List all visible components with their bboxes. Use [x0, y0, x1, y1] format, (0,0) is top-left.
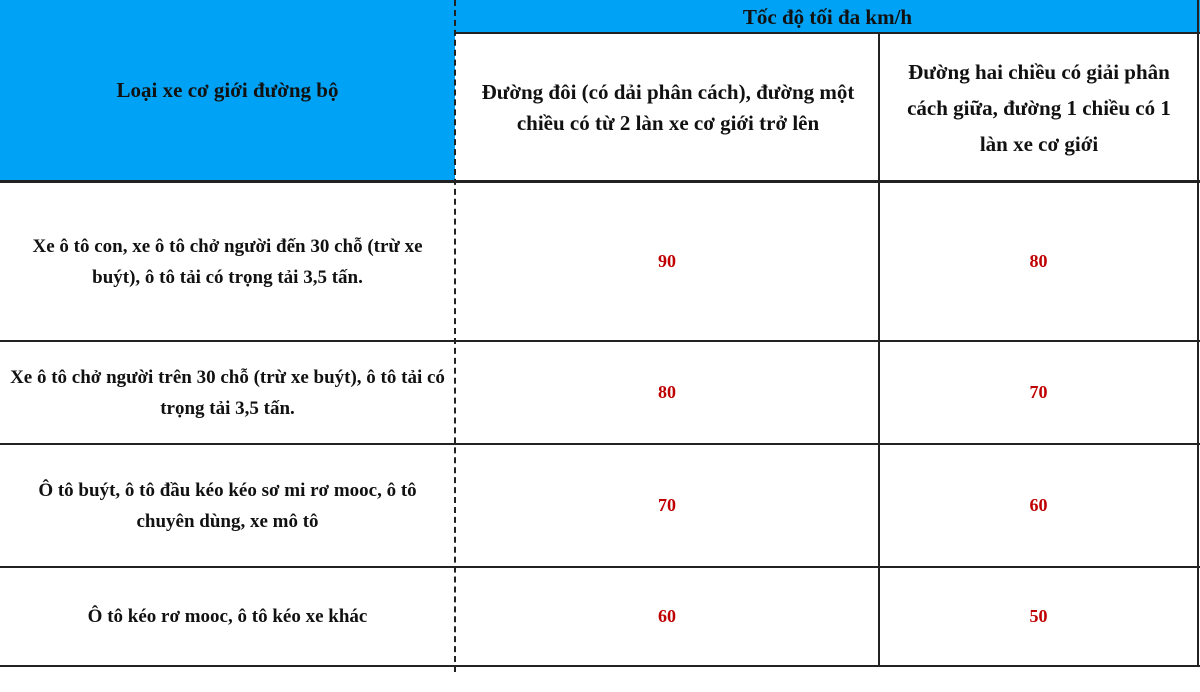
speed-value: 50: [1029, 606, 1048, 626]
divider: [0, 180, 1200, 183]
speed-value: 80: [1029, 251, 1048, 271]
divider: [455, 32, 1200, 34]
divider: [454, 0, 456, 672]
speed-value: 90: [658, 251, 676, 271]
speed-value: 70: [658, 495, 676, 515]
header-vehicle-type: Loại xe cơ giới đường bộ: [0, 0, 455, 181]
divider: [1197, 0, 1199, 666]
header-max-speed: Tốc độ tối đa km/h: [455, 0, 1200, 34]
table-row-vehicle: Xe ô tô con, xe ô tô chở người đến 30 ch…: [32, 235, 423, 288]
divider: [0, 566, 1200, 568]
divider: [878, 34, 880, 666]
header-undivided-road: Đường hai chiều có giải phân cách giữa, …: [907, 59, 1171, 156]
divider: [0, 665, 1200, 667]
table-row-vehicle: Xe ô tô chở người trên 30 chỗ (trừ xe bu…: [10, 366, 445, 419]
speed-value: 60: [1029, 495, 1048, 515]
divider: [0, 340, 1200, 342]
divider: [0, 443, 1200, 445]
header-divided-road: Đường đôi (có dải phân cách), đường một …: [481, 79, 855, 135]
speed-value: 70: [1029, 382, 1048, 402]
speed-value: 80: [658, 382, 676, 402]
table-row-vehicle: Ô tô kéo rơ mooc, ô tô kéo xe khác: [87, 606, 368, 627]
table-row-vehicle: Ô tô buýt, ô tô đầu kéo kéo sơ mi rơ moo…: [38, 479, 417, 532]
speed-value: 60: [658, 606, 676, 626]
